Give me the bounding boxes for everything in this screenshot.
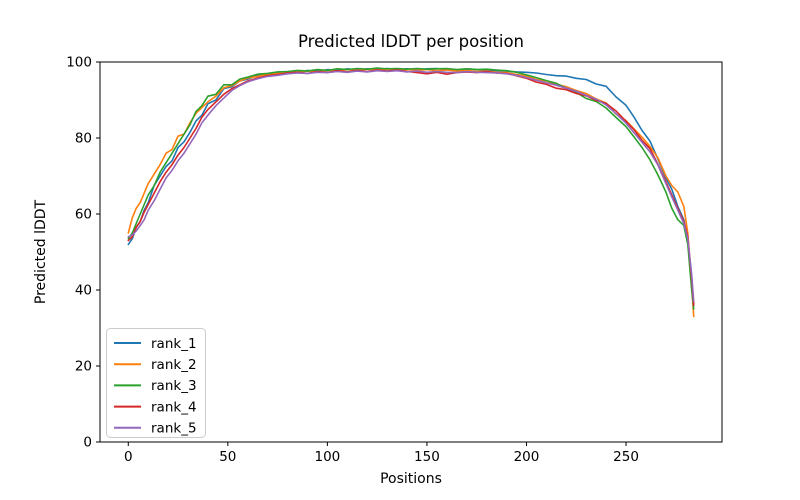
x-tick-label: 50 <box>219 449 236 465</box>
y-tick-label: 0 <box>83 435 92 451</box>
legend-label-rank_2: rank_2 <box>151 357 197 373</box>
x-axis-ticks: 0 50 100 150 200 250 <box>124 442 639 465</box>
legend-entries: rank_1 rank_2 rank_3 rank_4 rank_5 <box>114 336 197 437</box>
y-axis-ticks: 0 20 40 60 80 100 <box>66 55 100 451</box>
x-tick-label: 150 <box>414 449 440 465</box>
legend-label-rank_1: rank_1 <box>151 336 197 352</box>
plot-border <box>99 61 723 443</box>
y-axis-label: Predicted lDDT <box>33 199 49 304</box>
x-tick-label: 200 <box>514 449 540 465</box>
series-line-rank_4 <box>127 69 695 307</box>
y-tick-label: 40 <box>75 283 92 299</box>
y-tick-label: 100 <box>66 55 92 71</box>
series-line-rank_5 <box>127 69 695 303</box>
y-tick-label: 80 <box>75 131 92 147</box>
series-line-rank_3 <box>127 67 695 310</box>
x-tick-label: 0 <box>124 449 133 465</box>
legend-label-rank_4: rank_4 <box>151 399 197 415</box>
x-axis-label: Positions <box>380 471 442 487</box>
y-tick-label: 60 <box>75 207 92 223</box>
y-tick-label: 20 <box>75 359 92 375</box>
legend: rank_1 rank_2 rank_3 rank_4 rank_5 <box>106 328 206 438</box>
x-tick-label: 100 <box>314 449 340 465</box>
legend-label-rank_3: rank_3 <box>151 378 197 394</box>
legend-label-rank_5: rank_5 <box>151 421 197 437</box>
series-lines <box>127 67 695 318</box>
legend-box <box>106 328 206 438</box>
x-tick-label: 250 <box>613 449 639 465</box>
chart-title: Predicted lDDT per position <box>298 32 524 51</box>
